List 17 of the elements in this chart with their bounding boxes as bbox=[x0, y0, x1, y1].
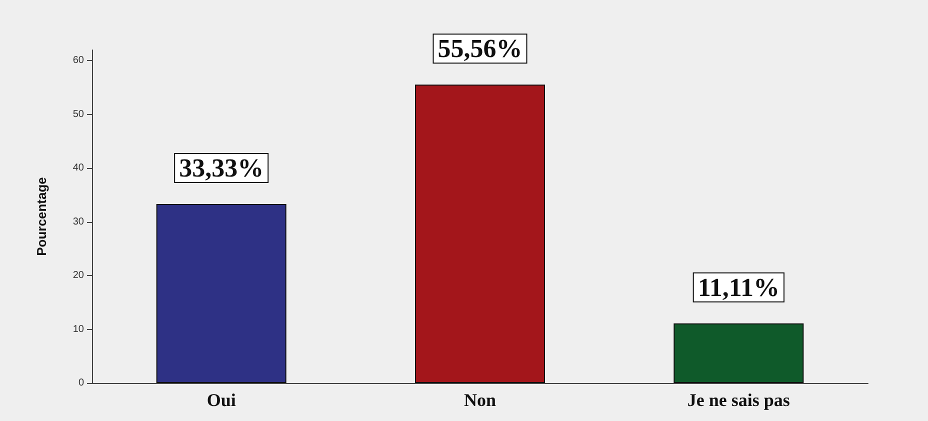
y-tick-label: 50 bbox=[72, 108, 84, 120]
y-tick-label: 10 bbox=[72, 324, 84, 335]
x-tick-label: Je ne sais pas bbox=[687, 390, 790, 410]
y-axis-title: Pourcentage bbox=[34, 177, 49, 256]
data-label: 11,11% bbox=[698, 272, 780, 302]
y-tick-label: 0 bbox=[78, 378, 84, 388]
x-tick-label: Non bbox=[464, 390, 496, 410]
bar bbox=[156, 204, 286, 383]
x-tick-label: Oui bbox=[206, 390, 236, 410]
data-label: 55,56% bbox=[438, 34, 522, 64]
y-tick-label: 60 bbox=[72, 55, 84, 66]
bar bbox=[415, 84, 545, 383]
data-label: 33,33% bbox=[179, 153, 264, 182]
bar bbox=[674, 323, 804, 383]
y-tick-label: 20 bbox=[72, 270, 84, 282]
y-tick-label: 30 bbox=[72, 216, 84, 228]
y-tick-label: 40 bbox=[72, 162, 84, 174]
